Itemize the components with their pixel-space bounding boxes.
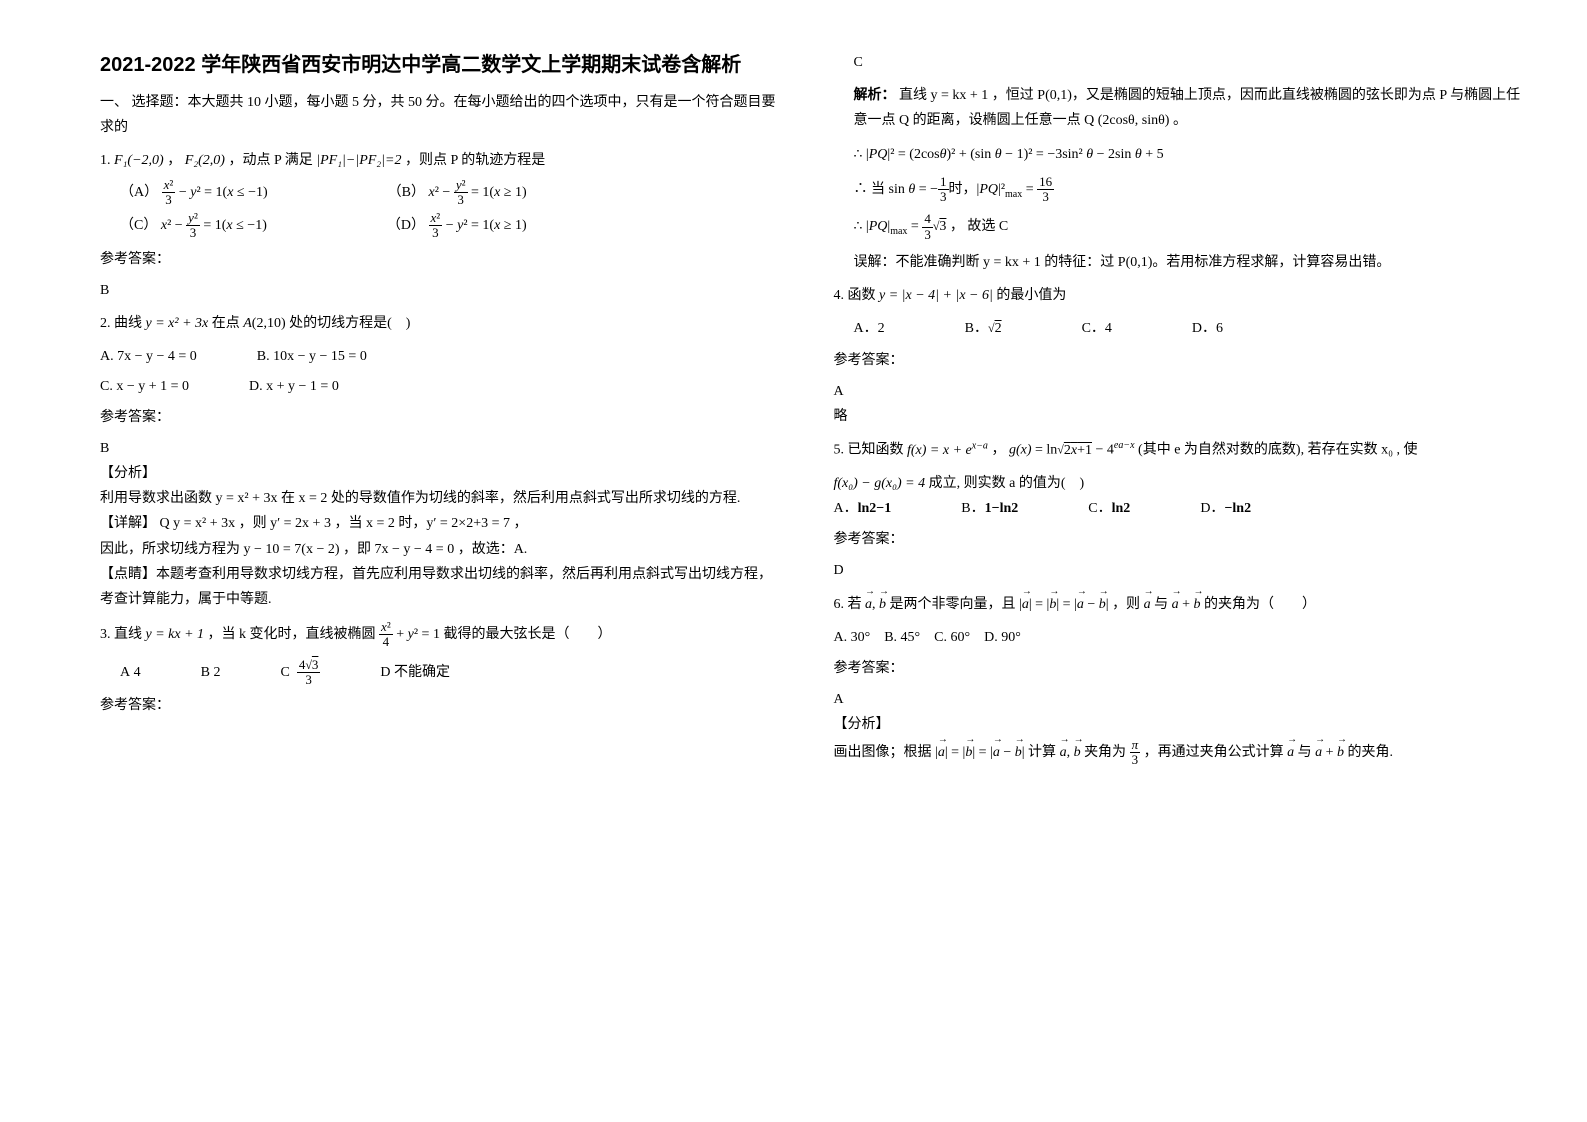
text: 成立, 则实数 a 的值为( ) bbox=[929, 476, 1085, 491]
q3-answer: C bbox=[834, 50, 1528, 75]
text: ，动点 P 满足 bbox=[228, 153, 312, 168]
label: 【详解】 bbox=[100, 516, 156, 531]
q4-fn: y = |x − 4| + |x − 6| bbox=[879, 288, 993, 303]
q3-B: B 2 bbox=[201, 660, 221, 685]
text: 截得的最大弦长是（ ） bbox=[443, 627, 611, 642]
q5-answer-label: 参考答案： bbox=[834, 527, 1528, 552]
q3-sol3: ∴ 当 sin θ = −13时，|PQ|²max = 163 bbox=[834, 175, 1528, 205]
label: 【点睛】 bbox=[100, 567, 156, 582]
q6-answer: A bbox=[834, 687, 1528, 712]
q1-row2: （C） x² − y²3 = 1(x ≤ −1) （D） x²3 − y² = … bbox=[120, 211, 784, 241]
q2-answer: B bbox=[100, 436, 784, 461]
q1-answer: B bbox=[100, 278, 784, 303]
q1-num: 1. bbox=[100, 153, 114, 168]
q2-row2: C. x − y + 1 = 0 D. x + y − 1 = 0 bbox=[100, 374, 784, 399]
text: 6. 若 bbox=[834, 597, 862, 612]
q4-C: C．4 bbox=[1082, 316, 1112, 341]
text: 4. 函数 bbox=[834, 288, 876, 303]
q3-sol4: ∴ |PQ|max = 43√3 ， 故选 C bbox=[834, 212, 1528, 242]
q1-stem: 1. F₁(−2,0) ， F₂(2,0) ，动点 P 满足 |PF₁|−|PF… bbox=[100, 148, 784, 173]
q4-A: A．2 bbox=[854, 316, 885, 341]
q5-stem: 5. 已知函数 f(x) = x + ex−a ， g(x) = ln√2x+1… bbox=[834, 437, 1528, 463]
q6-stem: 6. 若 a, b 是两个非零向量，且 |a| = |b| = |a − b| … bbox=[834, 592, 1528, 617]
text: 的夹角为（ ） bbox=[1204, 597, 1316, 612]
label: （B） bbox=[388, 185, 425, 200]
q2-A: A. 7x − y − 4 = 0 bbox=[100, 344, 197, 369]
q6-answer-label: 参考答案： bbox=[834, 656, 1528, 681]
q5-options: A．ln2−1 B．1−ln2 C．ln2 D．−ln2 bbox=[834, 496, 1528, 521]
q2-analysis-label: 【分析】 bbox=[100, 461, 784, 486]
text: 直线 y = kx + 1 ，恒过 P(0,1)，又是椭圆的短轴上顶点，因而此直… bbox=[854, 88, 1521, 128]
q4-B: B．√2 bbox=[965, 316, 1002, 341]
q3-A: A 4 bbox=[120, 660, 141, 685]
q1-optD: （D） x²3 − y² = 1(x ≥ 1) bbox=[387, 211, 527, 241]
text: 本题考查利用导数求切线方程，首先应利用导数求出切线的斜率，然后再利用点斜式写出切… bbox=[100, 567, 772, 607]
q1-optB: （B） x² − y²3 = 1(x ≥ 1) bbox=[388, 178, 527, 208]
q5-B: B．1−ln2 bbox=[961, 496, 1018, 521]
q2-row1: A. 7x − y − 4 = 0 B. 10x − y − 15 = 0 bbox=[100, 344, 784, 369]
q2-D: D. x + y − 1 = 0 bbox=[249, 374, 339, 399]
q2-B: B. 10x − y − 15 = 0 bbox=[257, 344, 367, 369]
q4-brief: 略 bbox=[834, 404, 1528, 429]
text: 3. 直线 bbox=[100, 627, 142, 642]
q1-f1: F₁(−2,0) bbox=[114, 153, 164, 168]
q3-sol2: ∴ |PQ|² = (2cosθ)² + (sin θ − 1)² = −3si… bbox=[834, 142, 1528, 167]
q3-C: C 4√33 bbox=[280, 658, 320, 688]
text: ， bbox=[167, 153, 181, 168]
q3-stem: 3. 直线 y = kx + 1 ，当 k 变化时，直线被椭圆 x²4 + y²… bbox=[100, 620, 784, 650]
text: 是两个非零向量，且 bbox=[890, 597, 1016, 612]
text: ，当 k 变化时，直线被椭圆 bbox=[208, 627, 376, 642]
text: ， bbox=[991, 443, 1005, 458]
q5-C: C．ln2 bbox=[1088, 496, 1130, 521]
q1-optA: （A） x²3 − y² = 1(x ≤ −1) bbox=[120, 178, 268, 208]
q4-answer-label: 参考答案： bbox=[834, 348, 1528, 373]
q2-detail: 【详解】 Q y = x² + 3x ，则 y′ = 2x + 3 ，当 x =… bbox=[100, 511, 784, 536]
q2-stem: 2. 曲线 y = x² + 3x 在点 A(2,10) 处的切线方程是( ) bbox=[100, 311, 784, 336]
text: 的最小值为 bbox=[996, 288, 1066, 303]
text: ，则点 P 的轨迹方程是 bbox=[405, 153, 545, 168]
q6-options: A. 30° B. 45° C. 60° D. 90° bbox=[834, 625, 1528, 650]
page-title: 2021-2022 学年陕西省西安市明达中学高二数学文上学期期末试卷含解析 bbox=[100, 50, 784, 80]
text: 与 bbox=[1154, 597, 1168, 612]
q2-detail2: 因此，所求切线方程为 y − 10 = 7(x − 2) ，即 7x − y −… bbox=[100, 537, 784, 562]
q1-f2: F₂(2,0) bbox=[185, 153, 225, 168]
q2-answer-label: 参考答案： bbox=[100, 405, 784, 430]
q6-analysis: 画出图像；根据 |a| = |b| = |a − b| 计算 a, b 夹角为 … bbox=[834, 738, 1528, 768]
q3-line: y = kx + 1 bbox=[146, 627, 205, 642]
q4-stem: 4. 函数 y = |x − 4| + |x − 6| 的最小值为 bbox=[834, 283, 1528, 308]
q4-answer: A bbox=[834, 379, 1528, 404]
q3-answer-label: 参考答案： bbox=[100, 693, 784, 718]
q5-A: A．ln2−1 bbox=[834, 496, 892, 521]
q1-row1: （A） x²3 − y² = 1(x ≤ −1) （B） x² − y²3 = … bbox=[120, 178, 784, 208]
q2-C: C. x − y + 1 = 0 bbox=[100, 374, 189, 399]
section-heading: 一、 选择题：本大题共 10 小题，每小题 5 分，共 50 分。在每小题给出的… bbox=[100, 90, 784, 140]
q5-D: D．−ln2 bbox=[1200, 496, 1251, 521]
q4-options: A．2 B．√2 C．4 D．6 bbox=[834, 316, 1528, 341]
text: (其中 e 为自然对数的底数), 若存在实数 x₀ , 使 bbox=[1138, 443, 1417, 458]
q5-answer: D bbox=[834, 558, 1528, 583]
label: 解析： bbox=[854, 88, 896, 103]
q2-note: 【点睛】本题考查利用导数求切线方程，首先应利用导数求出切线的斜率，然后再利用点斜… bbox=[100, 562, 784, 612]
text: 5. 已知函数 bbox=[834, 443, 904, 458]
q1-cond: |PF₁|−|PF₂|=2 bbox=[316, 153, 401, 168]
q1-answer-label: 参考答案： bbox=[100, 247, 784, 272]
label: （D） bbox=[387, 218, 425, 233]
q1-optC: （C） x² − y²3 = 1(x ≤ −1) bbox=[120, 211, 267, 241]
q3-sol1: 解析： 直线 y = kx + 1 ，恒过 P(0,1)，又是椭圆的短轴上顶点，… bbox=[834, 83, 1528, 133]
q3-options: A 4 B 2 C 4√33 D 不能确定 bbox=[100, 658, 784, 688]
q3-D: D 不能确定 bbox=[380, 660, 450, 685]
q2-analysis: 利用导数求出函数 y = x² + 3x 在 x = 2 处的导数值作为切线的斜… bbox=[100, 486, 784, 511]
q4-D: D．6 bbox=[1192, 316, 1223, 341]
label: （C） bbox=[120, 218, 157, 233]
text: ，则 bbox=[1112, 597, 1140, 612]
q5-stem2: f(x₀) − g(x₀) = 4 成立, 则实数 a 的值为( ) bbox=[834, 471, 1528, 496]
text: Q y = x² + 3x ，则 y′ = 2x + 3 ，当 x = 2 时，… bbox=[160, 516, 528, 531]
q3-err: 误解：不能准确判断 y = kx + 1 的特征：过 P(0,1)。若用标准方程… bbox=[834, 250, 1528, 275]
label: （A） bbox=[120, 185, 158, 200]
